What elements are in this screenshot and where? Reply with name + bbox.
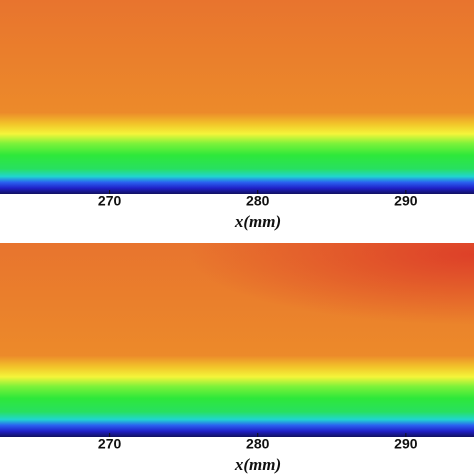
x-tick-label: 280	[246, 436, 270, 452]
x-tick-label: 290	[394, 193, 418, 209]
x-tick-label: 270	[98, 436, 122, 452]
x-axis-label: x(mm)	[234, 455, 281, 474]
x-tick-label: 270	[98, 193, 122, 209]
field	[0, 0, 474, 194]
field-hot	[0, 243, 474, 360]
x-tick-label: 280	[246, 193, 270, 209]
x-axis-label: x(mm)	[234, 212, 281, 231]
x-tick-label: 290	[394, 436, 418, 452]
